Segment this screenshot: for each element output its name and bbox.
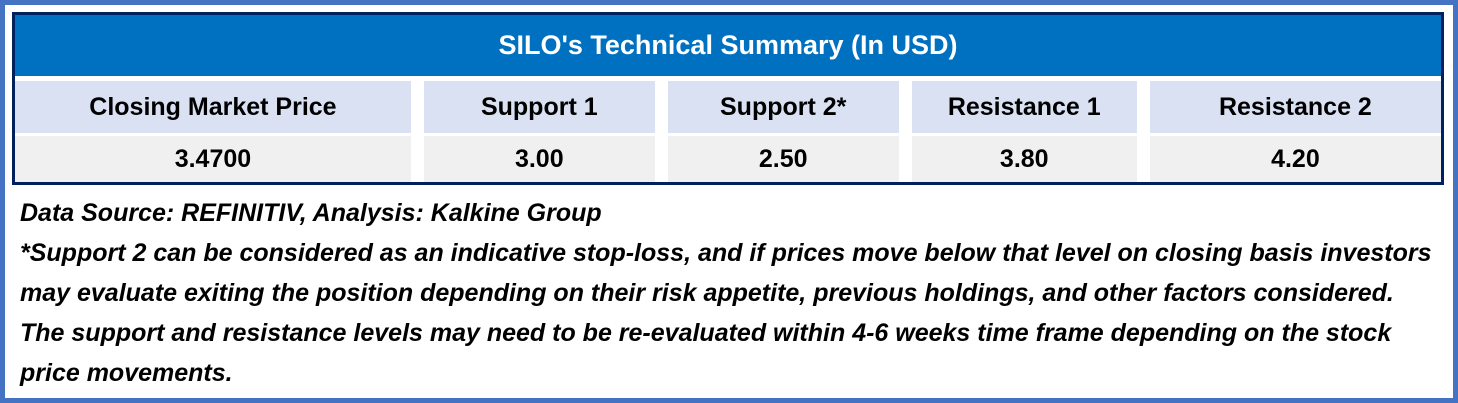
column-header-closing-market-price: Closing Market Price bbox=[15, 81, 411, 133]
disclaimer-text: *Support 2 can be considered as an indic… bbox=[20, 239, 1432, 387]
column-header-resistance-1: Resistance 1 bbox=[911, 81, 1137, 133]
data-source-line: Data Source: REFINITIV, Analysis: Kalkin… bbox=[20, 199, 602, 227]
notes-block: Data Source: REFINITIV, Analysis: Kalkin… bbox=[12, 185, 1444, 393]
value-support-2: 2.50 bbox=[667, 136, 899, 182]
technical-summary-table: SILO's Technical Summary (In USD) Closin… bbox=[12, 12, 1444, 185]
column-header-support-1: Support 1 bbox=[423, 81, 655, 133]
table-title: SILO's Technical Summary (In USD) bbox=[15, 15, 1441, 76]
value-resistance-2: 4.20 bbox=[1149, 136, 1441, 182]
column-header-support-2: Support 2* bbox=[667, 81, 899, 133]
value-closing-market-price: 3.4700 bbox=[15, 136, 411, 182]
value-support-1: 3.00 bbox=[423, 136, 655, 182]
value-resistance-1: 3.80 bbox=[911, 136, 1137, 182]
column-header-resistance-2: Resistance 2 bbox=[1149, 81, 1441, 133]
